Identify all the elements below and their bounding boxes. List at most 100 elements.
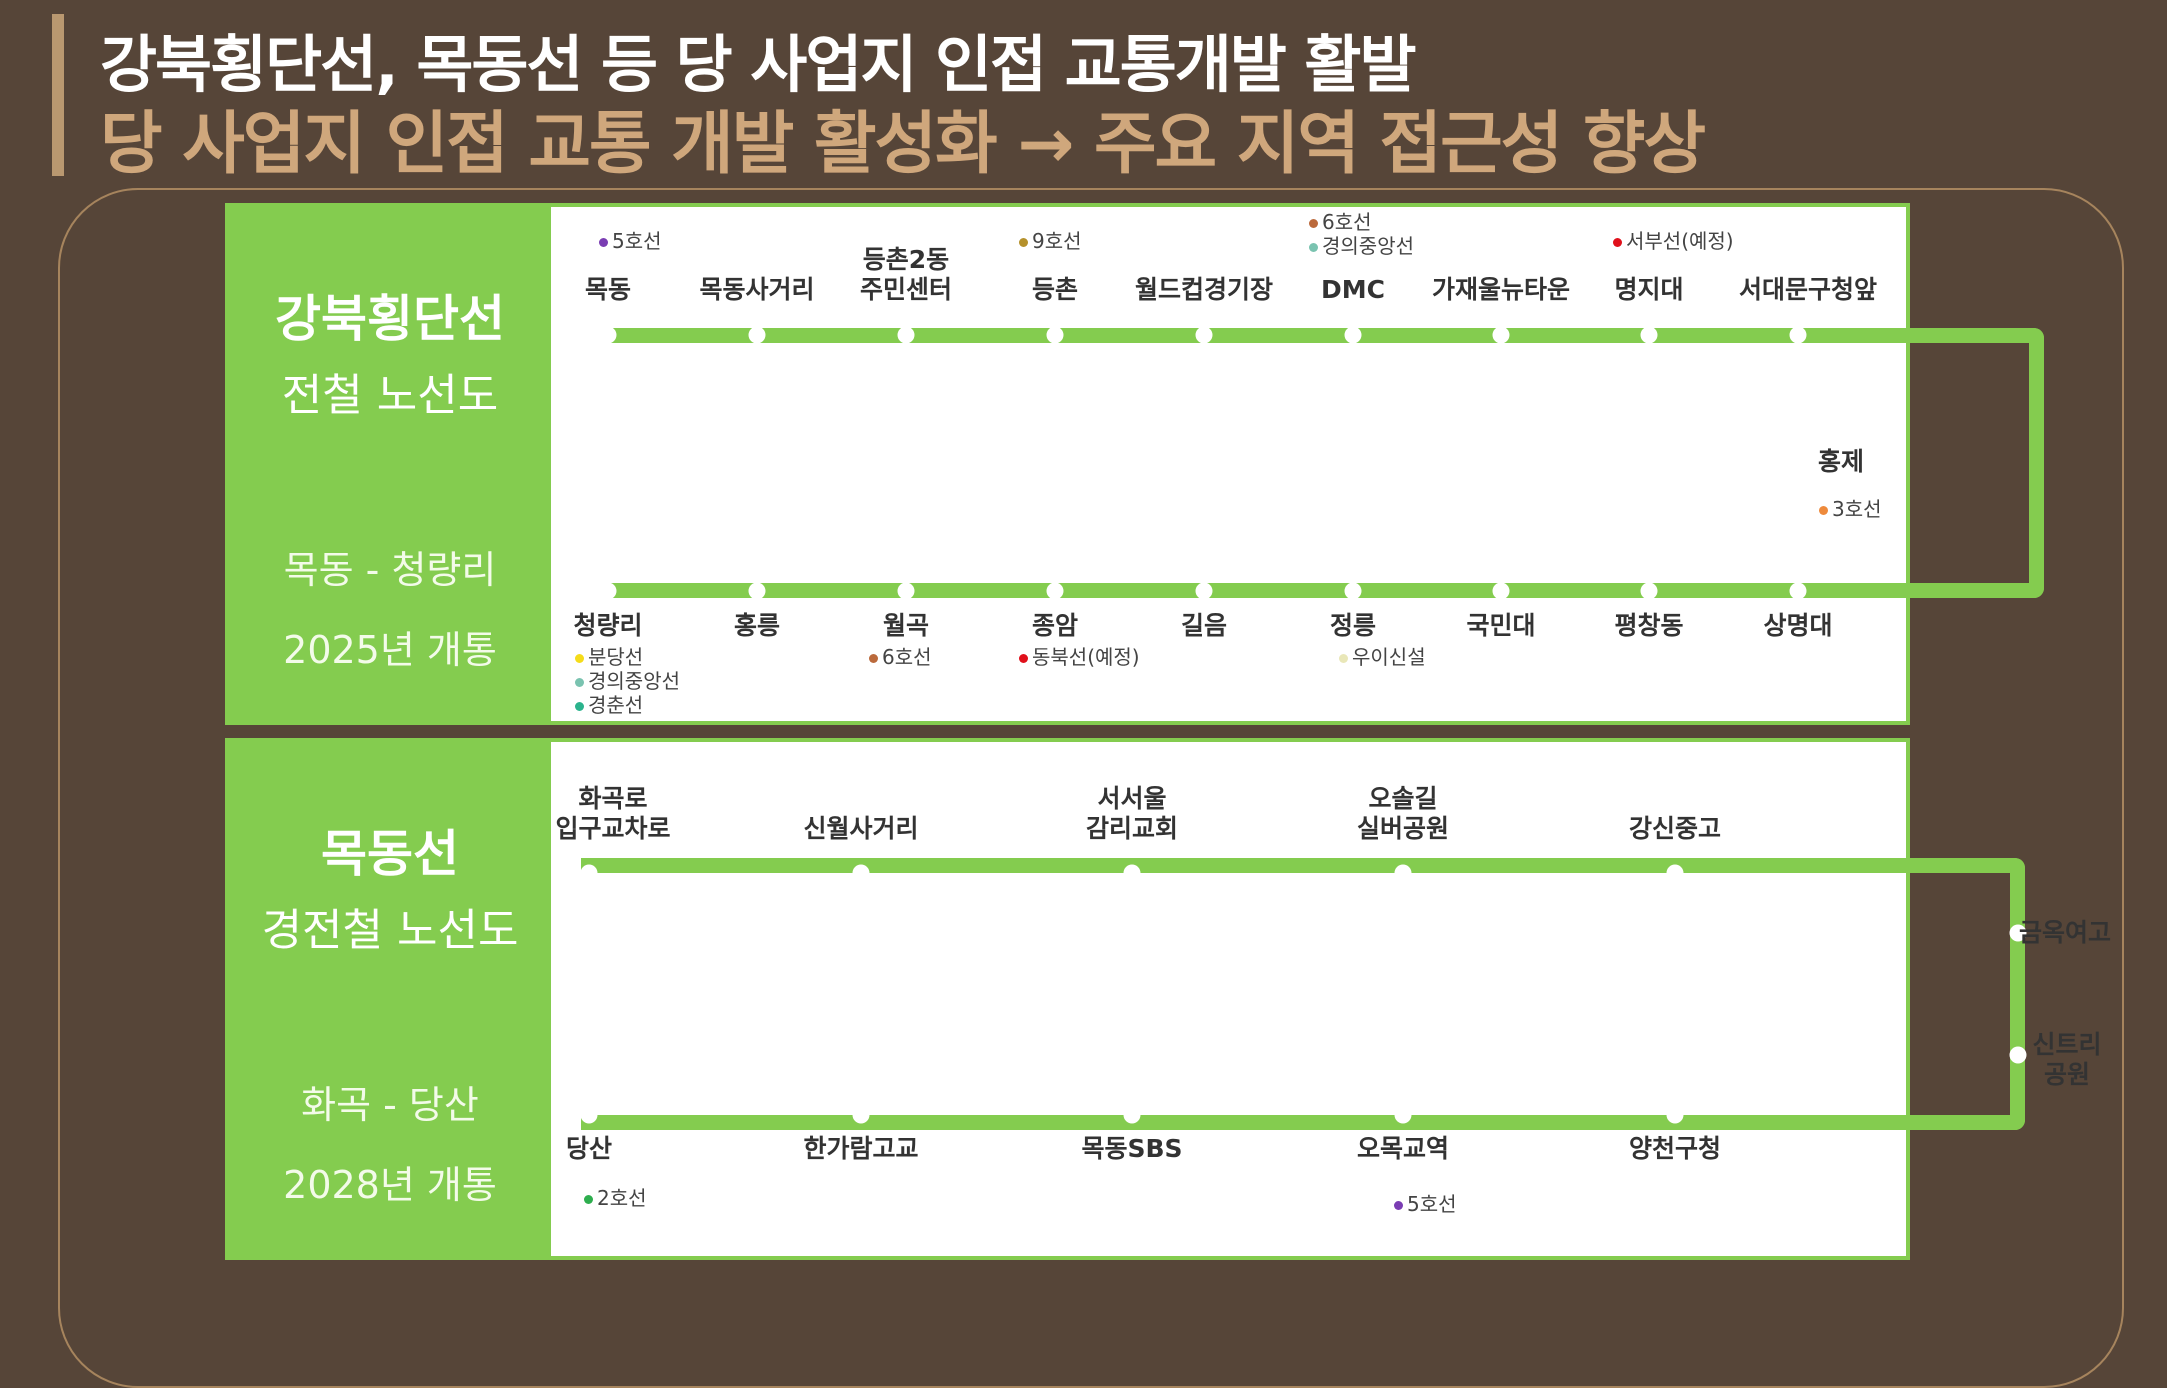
- station-name: 청량리: [573, 611, 643, 640]
- station-name: 당산: [565, 1134, 613, 1163]
- station-stop: [599, 326, 617, 344]
- station-name: 명지대: [1614, 275, 1684, 304]
- route-track: [605, 328, 2044, 598]
- transfer-line: 2호선: [584, 1186, 647, 1210]
- station-name: 평창동: [1614, 611, 1684, 640]
- title-bar-accent: [52, 14, 64, 176]
- transfer-line: 9호선: [1019, 229, 1082, 253]
- station-stop: [1492, 582, 1510, 600]
- transfer-line-label: 경의중앙선: [1322, 234, 1414, 258]
- station-name: 오솔길 실버공원: [1356, 784, 1450, 843]
- station-name: 종암: [1031, 611, 1079, 640]
- station-stop: [599, 582, 617, 600]
- transfer-lines: 분당선 경의중앙선 경춘선: [575, 645, 680, 717]
- station-stop: [1789, 326, 1807, 344]
- station-name: 등촌2동 주민센터: [859, 245, 953, 304]
- transfer-line: 동북선(예정): [1019, 645, 1140, 669]
- station-name: 양천구청: [1628, 1134, 1722, 1163]
- station-stop: [1195, 582, 1213, 600]
- station-name: 국민대: [1466, 611, 1536, 640]
- transfer-line-label: 5호선: [612, 229, 662, 253]
- station-name: 화곡로 입구교차로: [555, 784, 671, 843]
- station-stop: [2009, 924, 2027, 942]
- transfer-lines: 5호선: [1394, 1192, 1457, 1216]
- transfer-line-label: 5호선: [1407, 1192, 1457, 1216]
- station-stop: [897, 582, 915, 600]
- line-color-dot-icon: [869, 654, 878, 663]
- station-stop: [897, 326, 915, 344]
- station-stop: [1789, 582, 1807, 600]
- transfer-line: 서부선(예정): [1613, 229, 1734, 253]
- transfer-line: 5호선: [599, 229, 662, 253]
- transfer-lines: 9호선: [1019, 229, 1082, 253]
- station-stop: [1195, 326, 1213, 344]
- line-color-dot-icon: [1019, 238, 1028, 247]
- transfer-lines: 동북선(예정): [1019, 645, 1140, 669]
- transfer-lines: 3호선: [1819, 497, 1882, 521]
- line-color-dot-icon: [1019, 654, 1028, 663]
- station-stop: [852, 864, 870, 882]
- transfer-line: 6호선: [869, 645, 932, 669]
- route-open-year: 2025년 개통: [283, 628, 497, 672]
- station-name: DMC: [1321, 275, 1385, 304]
- line-color-dot-icon: [584, 1195, 593, 1204]
- route-name: 목동선: [321, 825, 459, 883]
- line-color-dot-icon: [1309, 219, 1318, 228]
- station-name: 가재울뉴타운: [1431, 275, 1571, 304]
- line-color-dot-icon: [1819, 506, 1828, 515]
- line-color-dot-icon: [599, 238, 608, 247]
- transfer-line: 6호선: [1309, 210, 1414, 234]
- station-name: 신월사거리: [803, 814, 919, 843]
- transfer-line-label: 6호선: [1322, 210, 1372, 234]
- station-name: 홍제: [1818, 447, 1865, 476]
- station-stop: [1123, 864, 1141, 882]
- station-name: 금옥여고: [2019, 918, 2112, 947]
- line-color-dot-icon: [1613, 238, 1622, 247]
- line-color-dot-icon: [1309, 243, 1318, 252]
- transfer-line-label: 9호선: [1032, 229, 1082, 253]
- transfer-lines: 6호선: [869, 645, 932, 669]
- transfer-lines: 6호선 경의중앙선: [1309, 210, 1414, 258]
- station-stop: [852, 1106, 870, 1124]
- station-name: 목동사거리: [699, 275, 815, 304]
- transfer-line-label: 3호선: [1832, 497, 1882, 521]
- line-color-dot-icon: [1394, 1201, 1403, 1210]
- line-color-dot-icon: [1339, 654, 1348, 663]
- station-stop: [1046, 582, 1064, 600]
- transfer-lines: 5호선: [599, 229, 662, 253]
- transfer-line-label: 서부선(예정): [1626, 229, 1734, 253]
- transfer-line-label: 6호선: [882, 645, 932, 669]
- route-range: 목동 - 청량리: [283, 548, 497, 592]
- station-stop: [1344, 326, 1362, 344]
- station-name: 서서울 감리교회: [1085, 784, 1179, 843]
- station-name: 한가람고교: [803, 1134, 919, 1163]
- route-panel-mokdong: 목동선 경전철 노선도 화곡 - 당산 2028년 개통 화곡로 입구교차로 신월사…: [225, 738, 2111, 1260]
- route-type: 경전철 노선도: [261, 905, 519, 956]
- station-stop: [748, 326, 766, 344]
- line-color-dot-icon: [575, 678, 584, 687]
- transfer-lines: 우이신설: [1339, 645, 1426, 669]
- station-stop: [1789, 454, 1807, 472]
- transfer-line-label: 분당선: [588, 645, 644, 669]
- transfer-lines: 2호선: [584, 1186, 647, 1210]
- station-stop: [1123, 1106, 1141, 1124]
- station-stop: [748, 582, 766, 600]
- station-stop: [1394, 864, 1412, 882]
- transfer-line-label: 우이신설: [1352, 645, 1426, 669]
- transfer-line: 경의중앙선: [575, 669, 680, 693]
- station-stop: [2009, 1046, 2027, 1064]
- transfer-lines: 서부선(예정): [1613, 229, 1734, 253]
- transfer-line: 경의중앙선: [1309, 234, 1414, 258]
- transfer-line: 우이신설: [1339, 645, 1426, 669]
- station-name: 월드컵경기장: [1134, 275, 1274, 304]
- station-stop: [1640, 582, 1658, 600]
- station-stop: [1394, 1106, 1412, 1124]
- station-stop: [1666, 864, 1684, 882]
- station-name: 강신중고: [1628, 814, 1722, 843]
- transfer-line: 5호선: [1394, 1192, 1457, 1216]
- route-panel-gangbuk: 강북횡단선 전철 노선도 목동 - 청량리 2025년 개통 목동 목동사거리 등촌…: [225, 203, 2044, 725]
- station-name: 신트리 공원: [2032, 1030, 2102, 1089]
- route-open-year: 2028년 개통: [283, 1163, 497, 1207]
- transfer-line: 3호선: [1819, 497, 1882, 521]
- transfer-line-label: 경의중앙선: [588, 669, 680, 693]
